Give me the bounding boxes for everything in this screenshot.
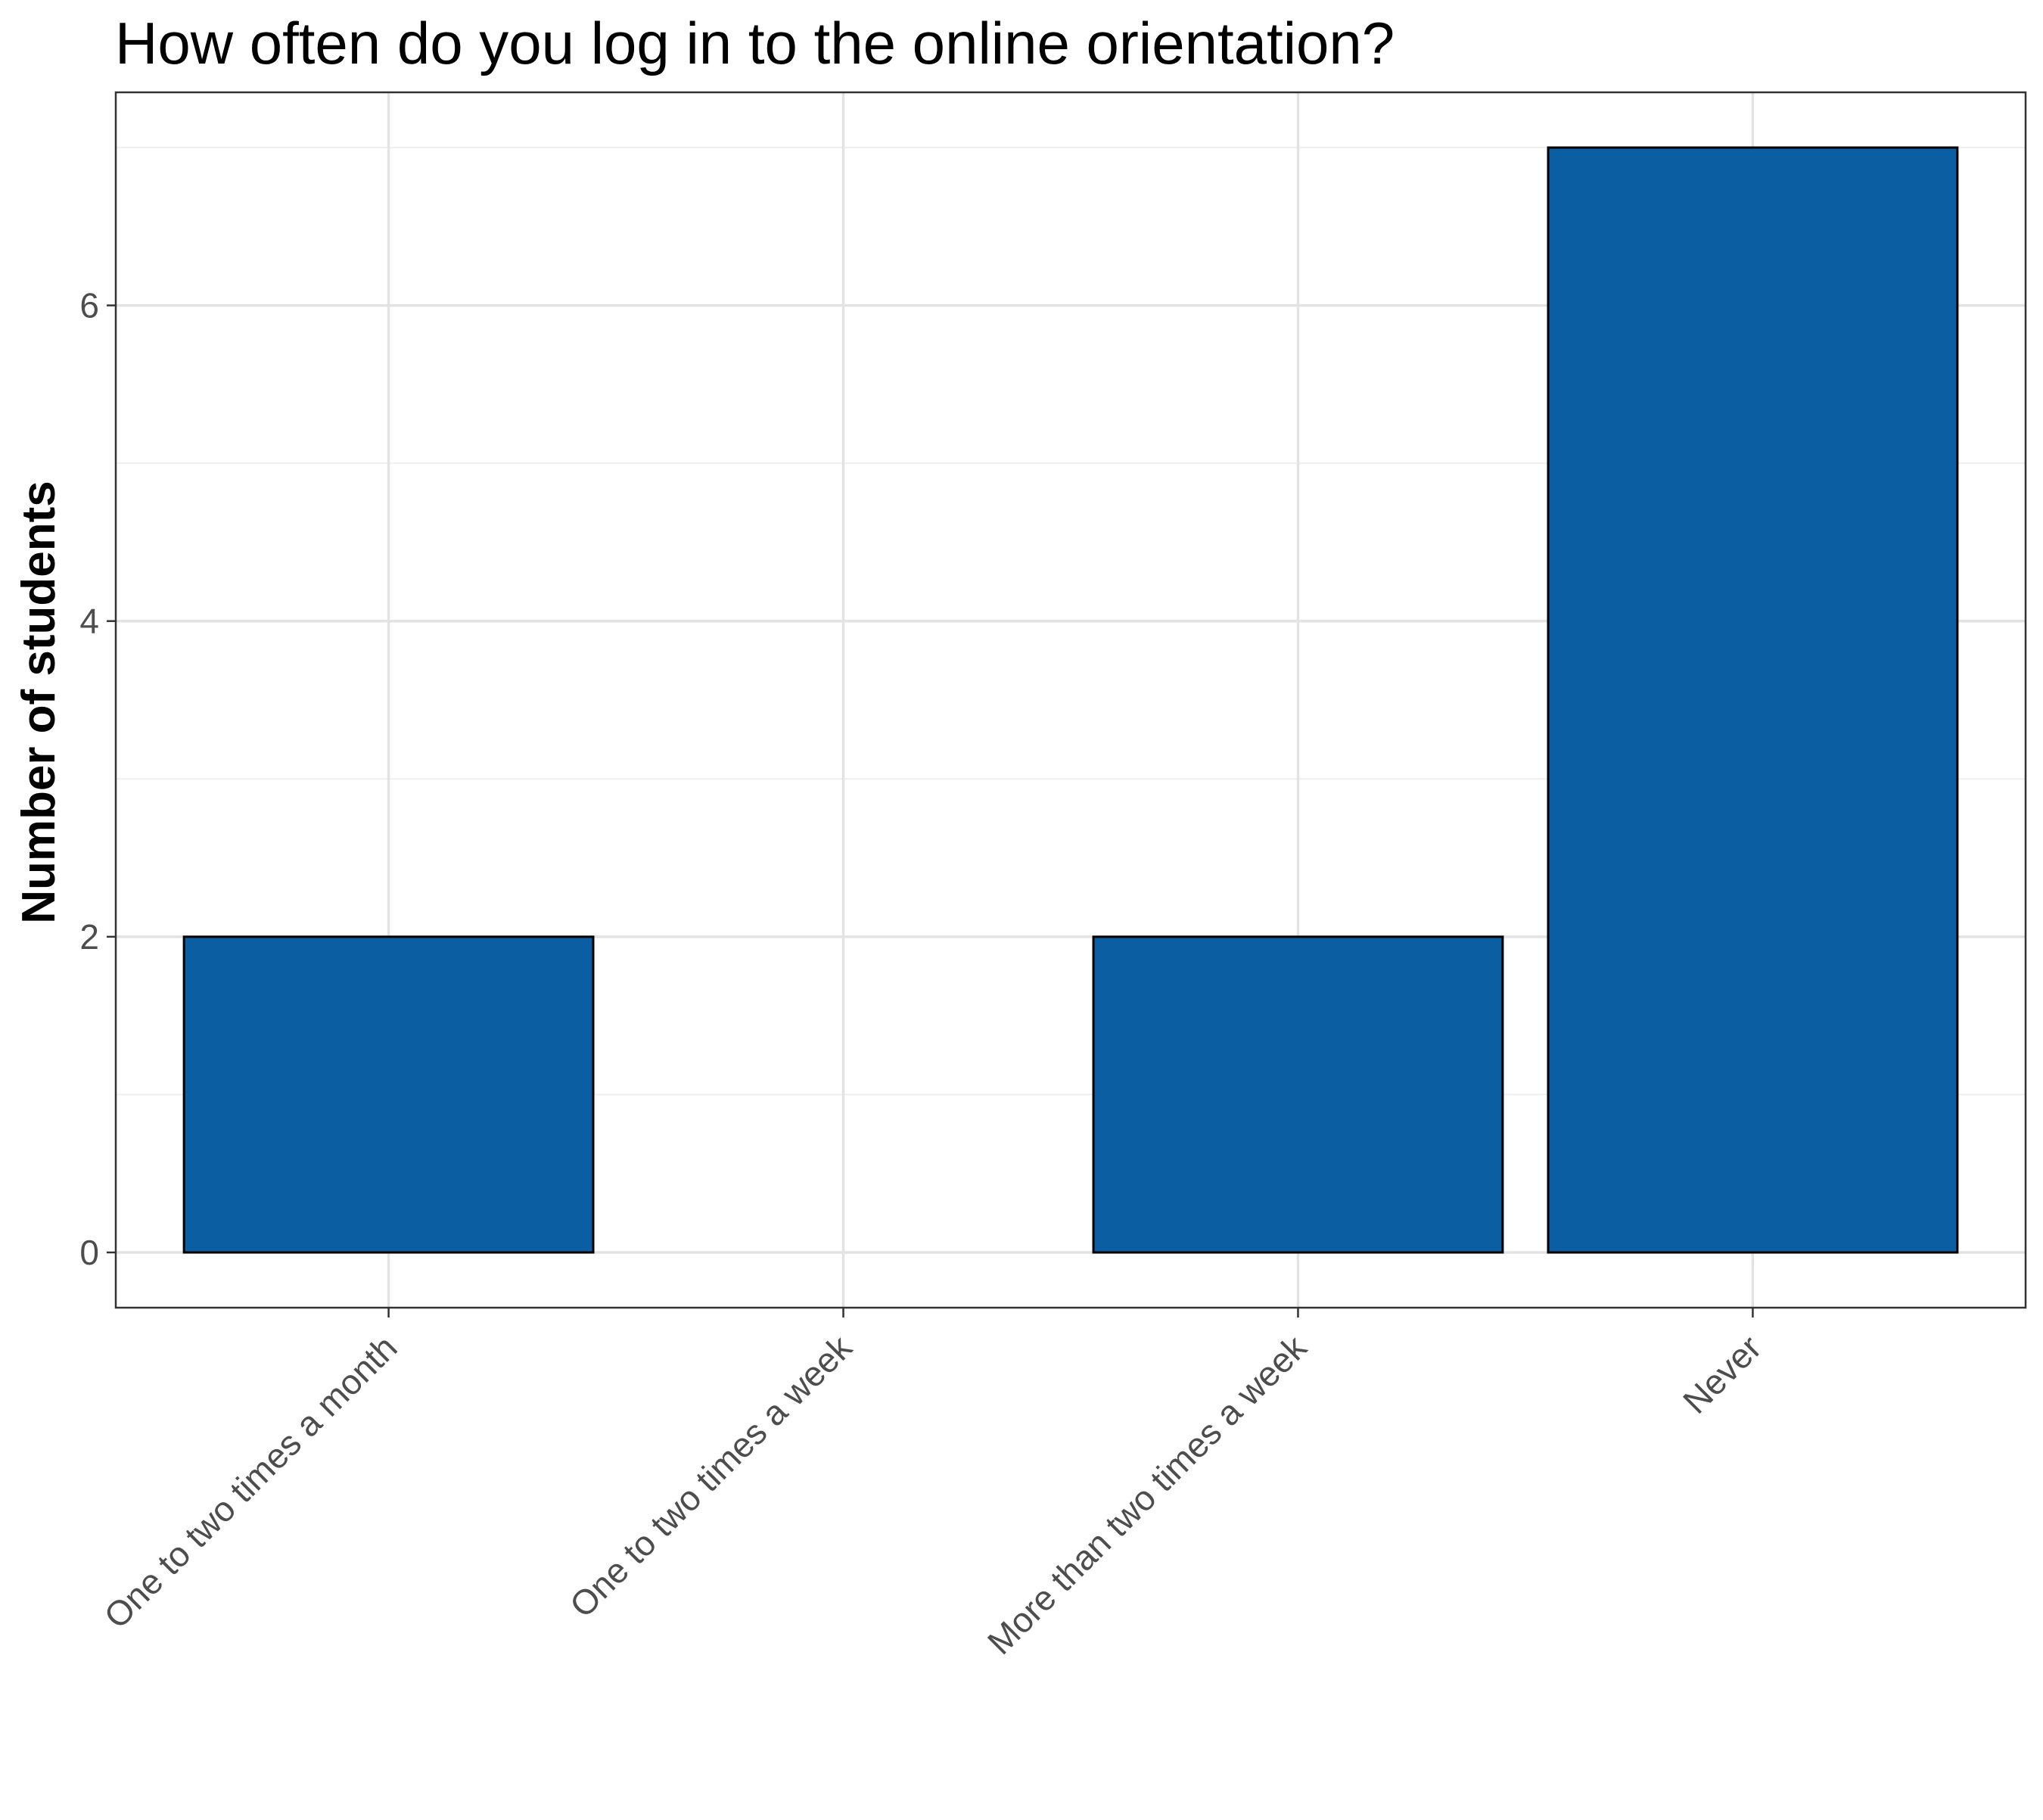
y-tick-label: 2 — [79, 917, 99, 957]
y-tick-label: 6 — [79, 286, 99, 325]
x-tick-label: One to two times a month — [96, 1327, 404, 1635]
chart-title: How often do you log in to the online or… — [115, 10, 1395, 76]
x-tick-label: More than two times a week — [980, 1327, 1314, 1662]
plot-panel-border — [114, 91, 2027, 1309]
bar — [182, 935, 595, 1254]
y-axis-title: Number of students — [13, 481, 65, 924]
x-tick-label: One to two times a week — [562, 1327, 860, 1626]
y-tick-label: 4 — [79, 602, 99, 641]
bar — [1547, 146, 1959, 1254]
plot-area: 0 2 4 6 One to two times a month One to two t… — [79, 91, 2027, 1662]
bar — [1092, 935, 1504, 1254]
x-tick-label: Never — [1675, 1327, 1769, 1421]
y-tick-label: 0 — [79, 1233, 99, 1272]
